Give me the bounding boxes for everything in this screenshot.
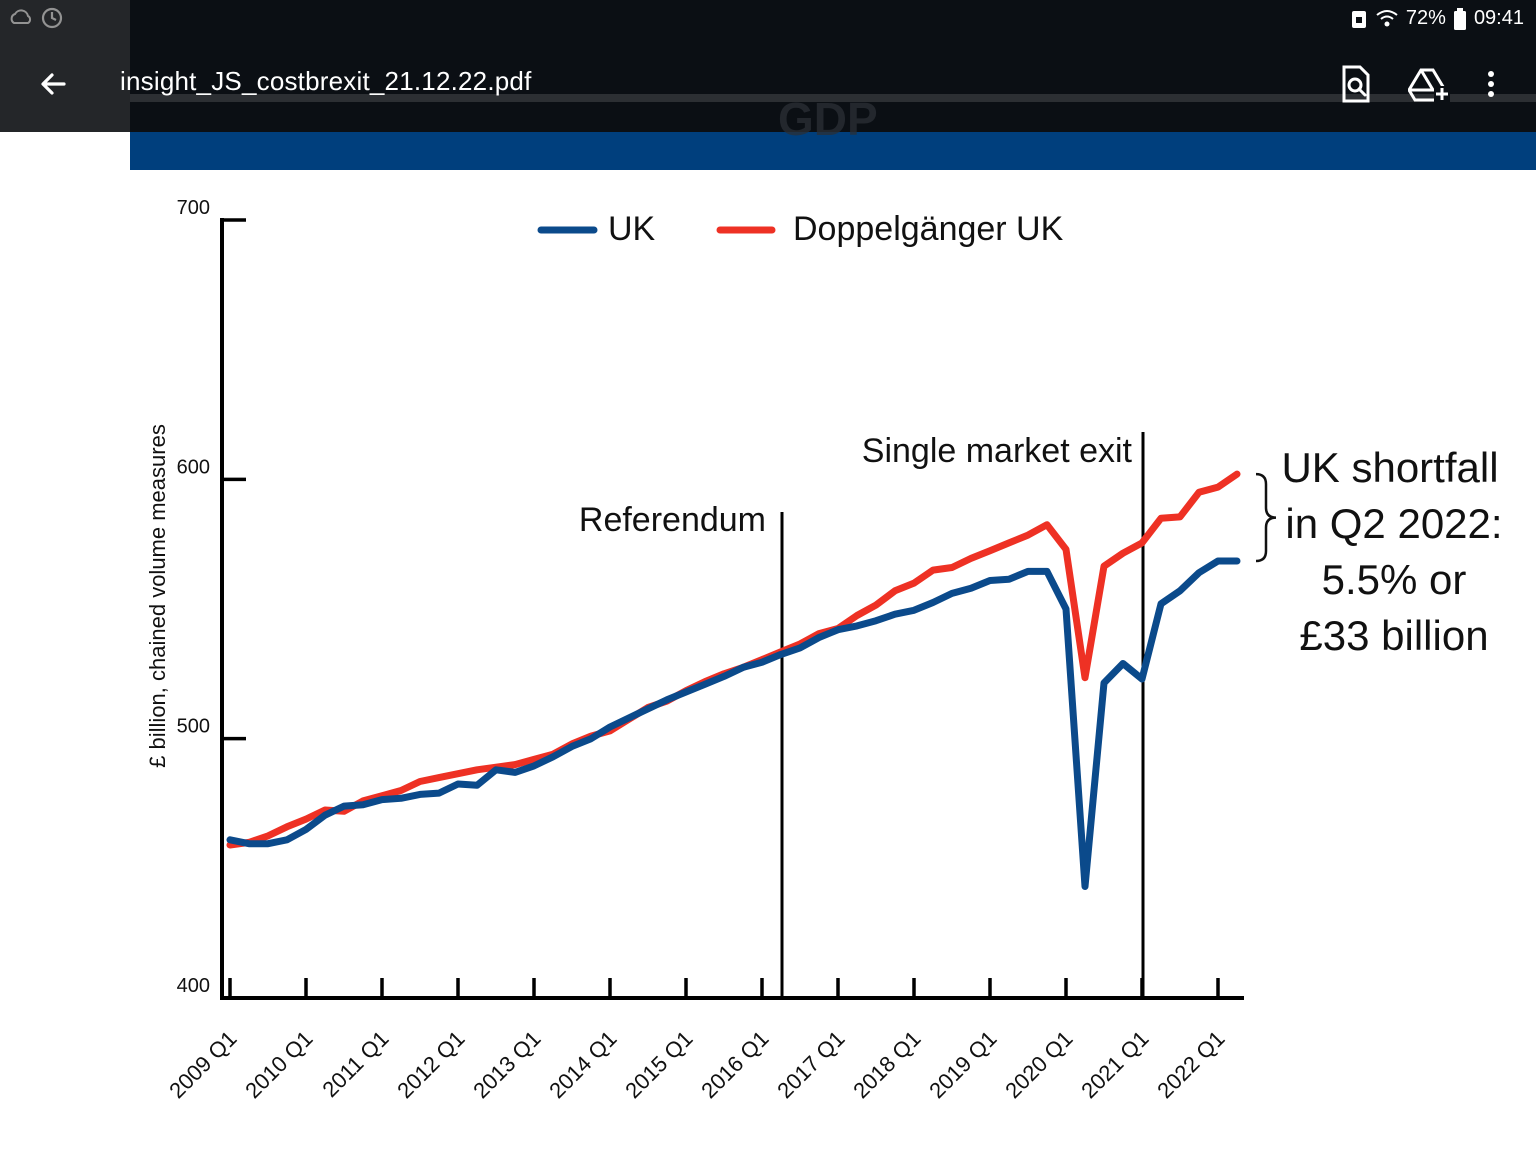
series-line-uk: [226, 557, 1241, 890]
x-tick-label: 2022 Q1: [1152, 1026, 1229, 1103]
series: [226, 470, 1241, 890]
app-bar: [0, 38, 1536, 132]
legend: UK Doppelgänger UK: [537, 210, 1064, 248]
section-title: GDP: [778, 93, 878, 145]
x-tick-label: 2018 Q1: [848, 1026, 925, 1103]
shortfall-brace: [1255, 472, 1277, 563]
x-tick-label: 2019 Q1: [924, 1026, 1001, 1103]
x-tick-label: 2015 Q1: [620, 1026, 697, 1103]
callout-line-3: 5.5% or: [1322, 556, 1467, 603]
x-tick-label: 2014 Q1: [544, 1026, 621, 1103]
drive-add-icon: [1407, 68, 1450, 102]
status-bar: 72% 09:41: [0, 0, 1536, 38]
annotations: Referendum Single market exit: [579, 432, 1145, 998]
legend-label-uk: UK: [608, 210, 656, 248]
shortfall-callout: UK shortfall in Q2 2022: 5.5% or £33 bil…: [1255, 444, 1503, 659]
wifi-icon: [1376, 9, 1398, 26]
y-tick-label: 500: [177, 716, 210, 738]
status-right-icons: 72% 09:41: [1350, 7, 1524, 30]
x-tick-label: 2013 Q1: [468, 1026, 545, 1103]
y-axis-title-group: £ billion, chained volume measures: [145, 424, 170, 768]
callout-line-2: in Q2 2022:: [1285, 500, 1502, 547]
y-axis-title: £ billion, chained volume measures: [145, 424, 170, 768]
back-button[interactable]: [32, 66, 76, 102]
x-tick-label: 2012 Q1: [392, 1026, 469, 1103]
annotation-label: Referendum: [579, 501, 766, 539]
x-tick-label: 2011 Q1: [317, 1026, 393, 1102]
y-tick-label: 600: [177, 456, 210, 478]
app-bar-shade: [0, 0, 130, 132]
x-tick-label: 2016 Q1: [696, 1026, 773, 1103]
x-tick-label: 2021 Q1: [1076, 1026, 1153, 1103]
battery-percent: 72%: [1405, 7, 1446, 29]
callout-line-4: £33 billion: [1299, 612, 1488, 659]
document-title: insight_JS_costbrexit_21.12.22.pdf: [120, 66, 532, 96]
more-options-button[interactable]: [1478, 66, 1504, 104]
axes-layer: [220, 218, 1244, 1000]
find-in-page-icon: [1342, 65, 1370, 103]
more-vert-icon: [1488, 71, 1494, 97]
search-document-button[interactable]: [1338, 64, 1374, 104]
add-to-drive-button[interactable]: [1407, 66, 1450, 104]
back-arrow-icon: [41, 73, 66, 95]
clock: 09:41: [1473, 7, 1524, 29]
y-ticks: 400 500 600 700: [177, 197, 246, 1000]
legend-label-doppelganger: Doppelgänger UK: [793, 210, 1064, 248]
x-tick-label: 2017 Q1: [772, 1026, 849, 1103]
x-tick-label: 2020 Q1: [1000, 1026, 1077, 1103]
x-tick-label: 2009 Q1: [164, 1026, 241, 1103]
y-tick-label: 700: [177, 197, 210, 219]
section-banner: [130, 132, 1536, 170]
callout-line-1: UK shortfall: [1281, 444, 1498, 491]
x-tick-label: 2010 Q1: [240, 1026, 317, 1103]
y-tick-label: 400: [177, 975, 210, 997]
battery-icon: [1453, 7, 1466, 30]
app-bar-divider: [130, 94, 1536, 102]
save-mode-icon: [1351, 10, 1366, 28]
annotation-label: Single market exit: [862, 432, 1133, 470]
